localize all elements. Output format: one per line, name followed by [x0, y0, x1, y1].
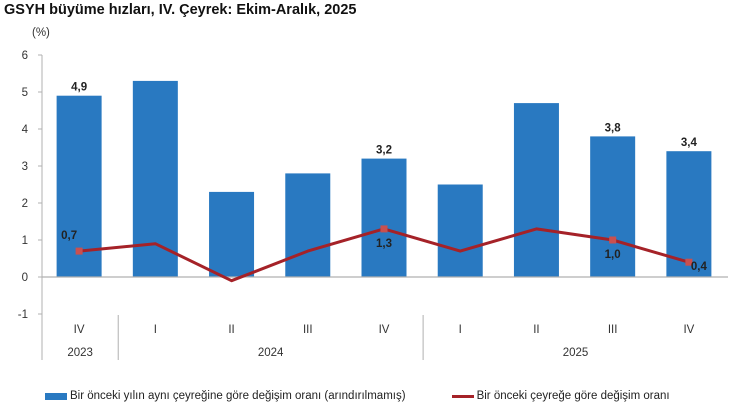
legend-line-swatch-icon [451, 394, 474, 398]
bar [590, 136, 636, 277]
bar [285, 173, 331, 277]
x-year-label: 2024 [258, 347, 284, 359]
bar-data-label: 4,9 [71, 82, 87, 94]
x-category-label: IV [74, 324, 85, 336]
line-data-label: 1,0 [605, 249, 621, 261]
x-category-label: II [228, 324, 234, 336]
legend-item-bar: Bir önceki yılın aynı çeyreğine göre değ… [45, 390, 406, 402]
bar-data-label: 3,2 [376, 145, 392, 157]
x-category-label: III [303, 324, 313, 336]
y-tick-label: 0 [22, 272, 28, 284]
y-tick-label: -1 [18, 309, 28, 321]
x-category-label: IV [683, 324, 694, 336]
y-tick-label: 4 [22, 124, 29, 136]
line-marker [75, 247, 83, 255]
y-axis-unit-label: (%) [32, 27, 50, 39]
line-data-label: 1,3 [376, 238, 392, 250]
line-marker [609, 236, 617, 244]
bar [132, 80, 178, 278]
legend-bar-swatch-icon [45, 392, 67, 400]
line-data-label: 0,7 [61, 230, 77, 242]
bar-data-label: 3,8 [605, 122, 622, 134]
y-tick-label: 6 [22, 50, 28, 62]
bar-data-label: 3,4 [681, 137, 698, 149]
chart-title: GSYH büyüme hızları, IV. Çeyrek: Ekim-Ar… [4, 2, 357, 18]
x-category-label: IV [379, 324, 390, 336]
legend-bar-label: Bir önceki yılın aynı çeyreğine göre değ… [70, 390, 406, 402]
bar [361, 158, 407, 277]
legend: Bir önceki yılın aynı çeyreğine göre değ… [45, 390, 716, 402]
line-marker [380, 225, 388, 233]
legend-line-label: Bir önceki çeyreğe göre değişim oranı [476, 390, 670, 402]
x-category-label: III [608, 324, 618, 336]
bar [209, 191, 255, 277]
x-year-label: 2025 [563, 347, 589, 359]
line-data-label: 0,4 [691, 261, 708, 273]
x-year-label: 2023 [67, 347, 93, 359]
y-tick-label: 1 [22, 235, 28, 247]
y-tick-label: 5 [22, 87, 28, 99]
y-tick-label: 3 [22, 161, 28, 173]
bar [437, 184, 483, 277]
x-category-label: I [459, 324, 462, 336]
x-category-label: I [154, 324, 157, 336]
y-tick-label: 2 [22, 198, 28, 210]
bar [513, 103, 559, 277]
legend-item-line: Bir önceki çeyreğe göre değişim oranı [451, 390, 670, 402]
x-category-label: II [533, 324, 539, 336]
bar [666, 151, 712, 277]
bar [56, 95, 102, 277]
line-marker [685, 258, 693, 266]
